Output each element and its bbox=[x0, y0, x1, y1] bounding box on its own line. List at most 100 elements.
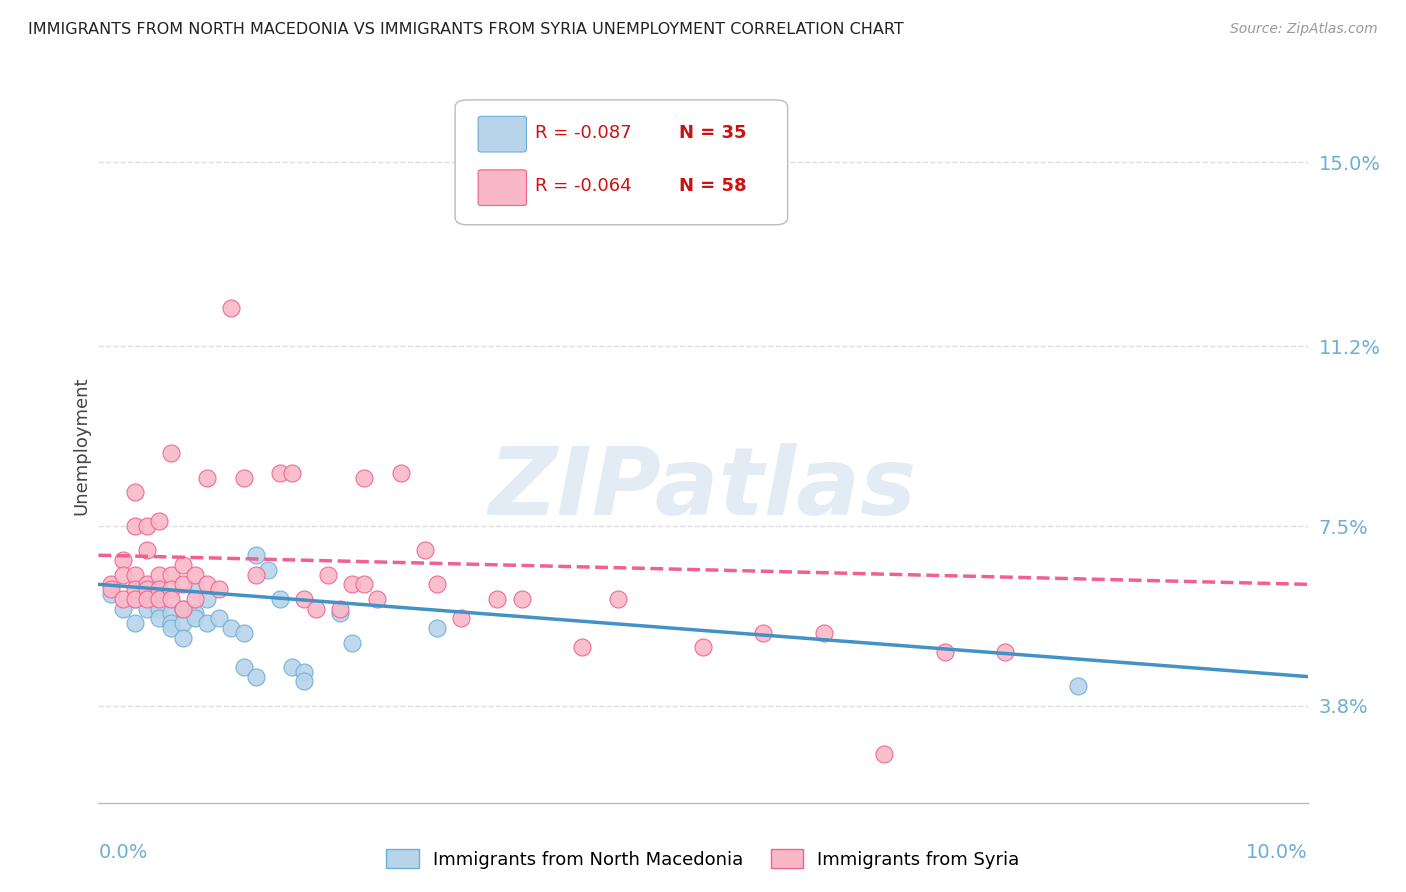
Point bbox=[172, 601, 194, 615]
Point bbox=[160, 621, 183, 635]
Point bbox=[195, 616, 218, 631]
Point bbox=[221, 621, 243, 635]
Point bbox=[232, 470, 254, 484]
Point bbox=[111, 553, 134, 567]
FancyBboxPatch shape bbox=[478, 169, 526, 205]
Point bbox=[329, 601, 352, 615]
Point bbox=[281, 466, 304, 480]
Point bbox=[100, 577, 122, 591]
Point bbox=[873, 747, 896, 762]
Point bbox=[148, 601, 170, 615]
Point bbox=[184, 582, 207, 597]
Point bbox=[148, 567, 170, 582]
Text: R = -0.087: R = -0.087 bbox=[534, 124, 631, 142]
Point bbox=[342, 577, 364, 591]
Point bbox=[305, 601, 328, 615]
Point bbox=[148, 514, 170, 528]
Point bbox=[208, 611, 231, 625]
Point bbox=[172, 616, 194, 631]
Point bbox=[124, 485, 146, 500]
Point bbox=[172, 558, 194, 572]
Point bbox=[353, 470, 375, 484]
Point bbox=[269, 591, 291, 606]
Point bbox=[292, 591, 315, 606]
Point bbox=[292, 674, 315, 689]
Point bbox=[486, 591, 509, 606]
Point bbox=[934, 645, 956, 659]
FancyBboxPatch shape bbox=[456, 100, 787, 225]
Point bbox=[752, 626, 775, 640]
Point bbox=[426, 577, 449, 591]
Point bbox=[135, 582, 157, 597]
Point bbox=[124, 616, 146, 631]
Point bbox=[195, 470, 218, 484]
Text: 0.0%: 0.0% bbox=[98, 843, 148, 862]
Point bbox=[692, 640, 714, 655]
Point bbox=[184, 607, 207, 621]
Point bbox=[124, 591, 146, 606]
Point bbox=[245, 548, 267, 562]
Point bbox=[135, 543, 157, 558]
Y-axis label: Unemployment: Unemployment bbox=[72, 376, 90, 516]
Point bbox=[353, 577, 375, 591]
Point bbox=[281, 660, 304, 674]
Text: Source: ZipAtlas.com: Source: ZipAtlas.com bbox=[1230, 22, 1378, 37]
Text: N = 35: N = 35 bbox=[679, 124, 747, 142]
Point bbox=[172, 601, 194, 615]
Point bbox=[426, 621, 449, 635]
Point bbox=[256, 563, 278, 577]
Point bbox=[124, 582, 146, 597]
Point bbox=[245, 670, 267, 684]
Point bbox=[160, 567, 183, 582]
Point bbox=[135, 601, 157, 615]
Point bbox=[124, 591, 146, 606]
Point bbox=[450, 611, 472, 625]
Point bbox=[292, 665, 315, 679]
Text: R = -0.064: R = -0.064 bbox=[534, 178, 631, 195]
Point bbox=[172, 631, 194, 645]
Point bbox=[148, 611, 170, 625]
Point bbox=[245, 567, 267, 582]
Point bbox=[389, 466, 412, 480]
Point bbox=[148, 587, 170, 601]
Point bbox=[184, 611, 207, 625]
Point bbox=[160, 582, 183, 597]
Point bbox=[160, 446, 183, 460]
Point bbox=[111, 567, 134, 582]
Point bbox=[135, 519, 157, 533]
Point bbox=[221, 301, 243, 315]
Point bbox=[135, 582, 157, 597]
Point bbox=[813, 626, 835, 640]
Point bbox=[111, 601, 134, 615]
Legend: Immigrants from North Macedonia, Immigrants from Syria: Immigrants from North Macedonia, Immigra… bbox=[380, 841, 1026, 876]
Text: IMMIGRANTS FROM NORTH MACEDONIA VS IMMIGRANTS FROM SYRIA UNEMPLOYMENT CORRELATIO: IMMIGRANTS FROM NORTH MACEDONIA VS IMMIG… bbox=[28, 22, 904, 37]
Point bbox=[232, 626, 254, 640]
Point bbox=[148, 591, 170, 606]
Point bbox=[135, 591, 157, 606]
Point bbox=[124, 567, 146, 582]
Point bbox=[172, 577, 194, 591]
Point bbox=[571, 640, 593, 655]
Point bbox=[232, 660, 254, 674]
Point bbox=[366, 591, 388, 606]
Point bbox=[1067, 679, 1090, 693]
Point bbox=[413, 543, 436, 558]
Point bbox=[148, 582, 170, 597]
Point bbox=[329, 607, 352, 621]
Point bbox=[269, 466, 291, 480]
Point bbox=[342, 635, 364, 649]
Point bbox=[160, 591, 183, 606]
Point bbox=[316, 567, 339, 582]
Point bbox=[160, 616, 183, 631]
Point bbox=[184, 567, 207, 582]
Point bbox=[195, 577, 218, 591]
Point bbox=[100, 582, 122, 597]
Point bbox=[100, 587, 122, 601]
Text: N = 58: N = 58 bbox=[679, 178, 747, 195]
Point bbox=[160, 607, 183, 621]
Point bbox=[111, 591, 134, 606]
Text: ZIPatlas: ZIPatlas bbox=[489, 442, 917, 535]
FancyBboxPatch shape bbox=[478, 116, 526, 152]
Point bbox=[607, 591, 630, 606]
Point bbox=[208, 582, 231, 597]
